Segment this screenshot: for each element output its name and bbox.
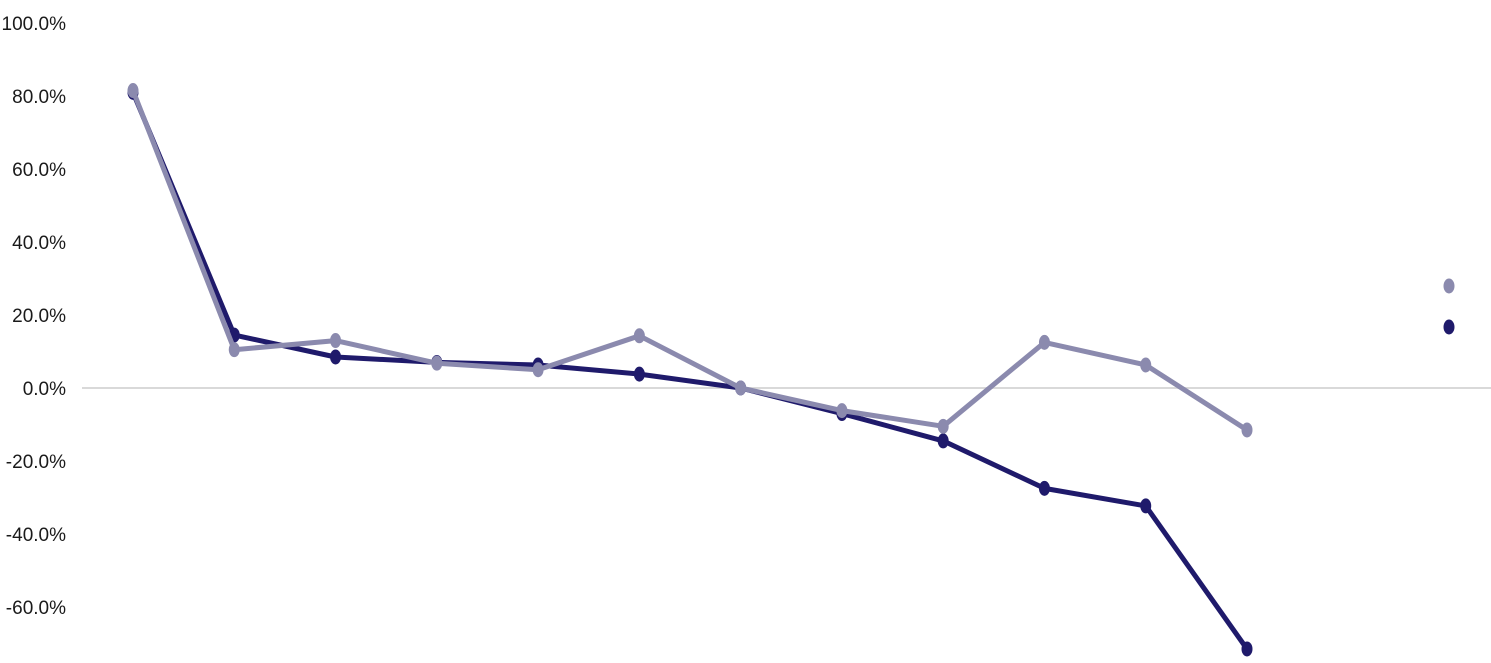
- legend-marker-series-1: [1443, 319, 1455, 335]
- series-1-point: [1140, 498, 1152, 514]
- y-tick-label: 20.0%: [12, 306, 66, 327]
- series-2-point: [127, 83, 139, 99]
- series-1: [127, 84, 1253, 657]
- series-2-point: [735, 380, 747, 396]
- y-tick-label: 100.0%: [2, 14, 67, 35]
- y-tick-label: -40.0%: [6, 525, 66, 546]
- series-2-point: [431, 355, 443, 371]
- series-2: [127, 83, 1253, 438]
- series-2-point: [330, 333, 342, 349]
- series-1-point: [1241, 641, 1253, 657]
- series-1-point: [633, 366, 645, 382]
- series-1-point: [1038, 480, 1050, 496]
- legend: [1443, 278, 1455, 335]
- series-2-point: [228, 342, 240, 358]
- series-2-line: [130, 88, 1250, 433]
- y-tick-label: -60.0%: [6, 598, 66, 619]
- series-layer: [127, 83, 1253, 657]
- y-tick-label: 60.0%: [12, 160, 66, 181]
- y-tick-label: 40.0%: [12, 233, 66, 254]
- y-tick-label: -20.0%: [6, 452, 66, 473]
- legend-marker-series-2: [1443, 278, 1455, 294]
- series-1-line: [130, 89, 1250, 652]
- series-1-point: [937, 433, 949, 449]
- y-tick-label: 0.0%: [23, 379, 66, 400]
- y-tick-label: 80.0%: [12, 87, 66, 108]
- series-1-point: [330, 349, 342, 365]
- series-2-point: [836, 403, 848, 419]
- series-2-point: [1038, 334, 1050, 350]
- series-2-point: [937, 418, 949, 434]
- series-2-point: [1241, 422, 1253, 438]
- series-2-point: [633, 328, 645, 344]
- y-axis-ticks: 100.0% 80.0% 60.0% 40.0% 20.0% 0.0% -20.0% -40.…: [2, 14, 67, 619]
- series-2-point: [532, 362, 544, 378]
- series-2-point: [1140, 357, 1152, 373]
